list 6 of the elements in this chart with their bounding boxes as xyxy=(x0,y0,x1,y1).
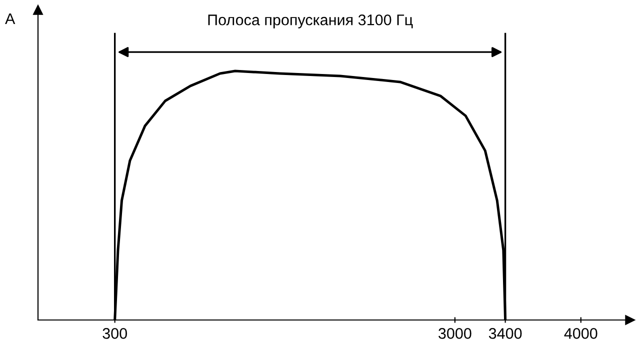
x-tick-label: 3000 xyxy=(438,328,472,339)
x-tick-label: 300 xyxy=(102,328,127,339)
x-tick-label: 3400 xyxy=(488,328,522,339)
x-tick-label: 4000 xyxy=(564,328,598,339)
text: Полоса пропускания 3100 Гц xyxy=(208,14,413,28)
y-axis-title: A xyxy=(5,13,16,24)
